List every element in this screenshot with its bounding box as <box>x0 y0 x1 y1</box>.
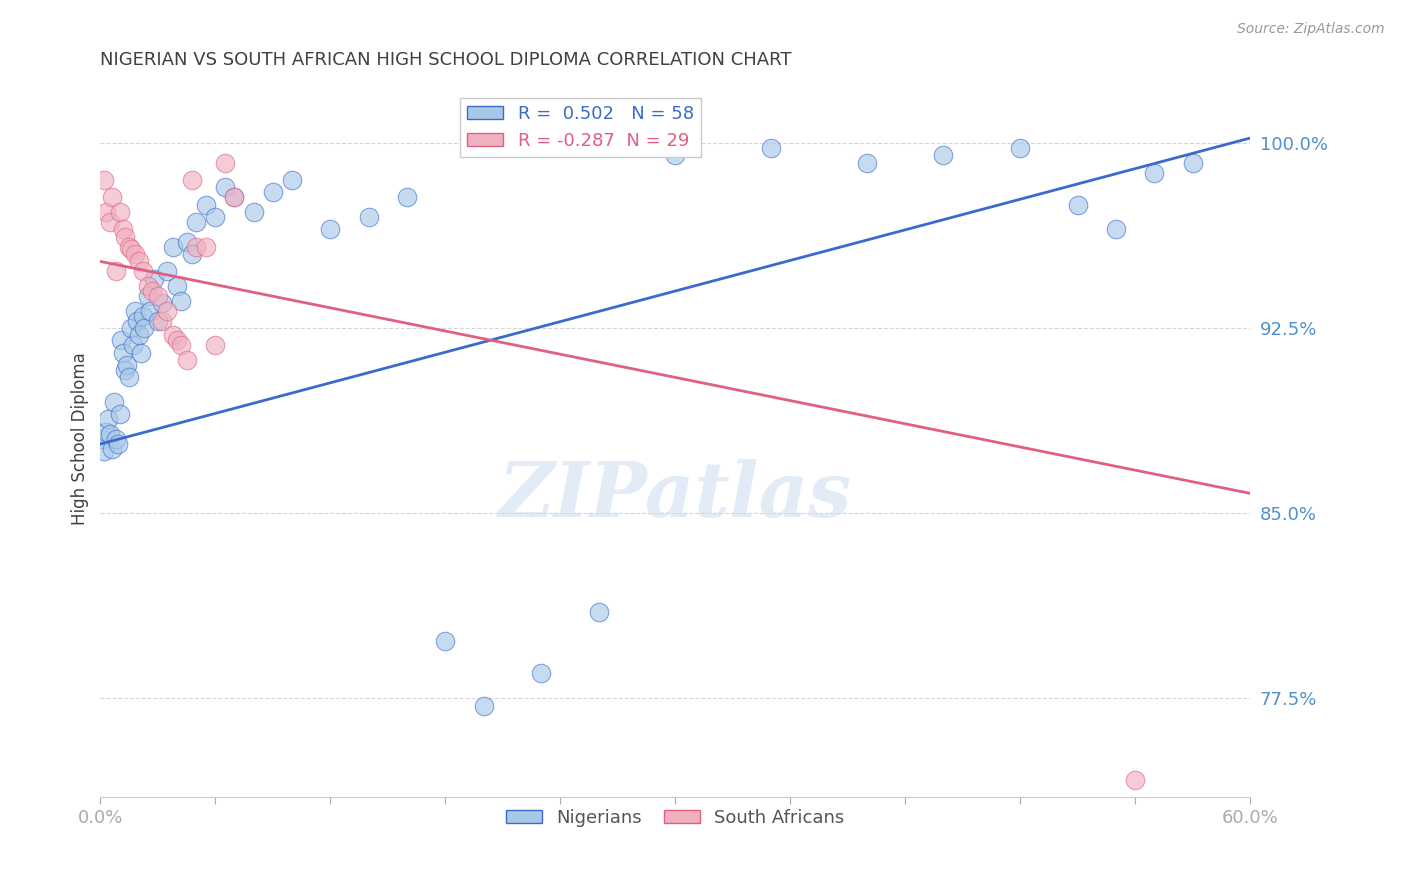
Point <box>150 313 173 327</box>
Point <box>93 444 115 458</box>
Point <box>319 222 342 236</box>
Point <box>664 148 686 162</box>
Point <box>134 321 156 335</box>
Point <box>186 215 208 229</box>
Point <box>1143 166 1166 180</box>
Point <box>186 239 208 253</box>
Point <box>194 197 217 211</box>
Legend: Nigerians, South Africans: Nigerians, South Africans <box>499 802 852 834</box>
Point <box>124 247 146 261</box>
Point <box>1066 197 1088 211</box>
Point <box>110 334 132 348</box>
Point <box>176 235 198 249</box>
Point <box>262 186 284 200</box>
Point <box>97 412 120 426</box>
Point <box>108 205 131 219</box>
Point <box>170 293 193 308</box>
Point <box>281 173 304 187</box>
Point <box>530 666 553 681</box>
Point <box>224 190 246 204</box>
Point <box>114 229 136 244</box>
Point <box>181 247 204 261</box>
Point <box>166 279 188 293</box>
Point <box>101 442 124 456</box>
Point <box>112 222 135 236</box>
Point <box>129 345 152 359</box>
Point <box>357 210 380 224</box>
Point <box>156 303 179 318</box>
Y-axis label: High School Diploma: High School Diploma <box>72 352 89 525</box>
Point <box>181 173 204 187</box>
Text: NIGERIAN VS SOUTH AFRICAN HIGH SCHOOL DIPLOMA CORRELATION CHART: NIGERIAN VS SOUTH AFRICAN HIGH SCHOOL DI… <box>100 51 792 69</box>
Point <box>128 328 150 343</box>
Point <box>141 284 163 298</box>
Point <box>204 338 226 352</box>
Point <box>759 141 782 155</box>
Point <box>395 190 418 204</box>
Point <box>108 408 131 422</box>
Point <box>118 370 141 384</box>
Point <box>131 264 153 278</box>
Point <box>194 239 217 253</box>
Point <box>146 289 169 303</box>
Point <box>162 328 184 343</box>
Point <box>214 155 236 169</box>
Point <box>588 605 610 619</box>
Text: ZIPatlas: ZIPatlas <box>499 459 852 533</box>
Point <box>932 148 955 162</box>
Point <box>122 338 145 352</box>
Point <box>107 437 129 451</box>
Point <box>118 239 141 253</box>
Point <box>434 634 457 648</box>
Point <box>136 289 159 303</box>
Point <box>204 210 226 224</box>
Point <box>1105 222 1128 236</box>
Point <box>1010 141 1032 155</box>
Point <box>1181 155 1204 169</box>
Point <box>176 353 198 368</box>
Point <box>224 190 246 204</box>
Point <box>114 363 136 377</box>
Point <box>125 313 148 327</box>
Point <box>139 303 162 318</box>
Point <box>1123 772 1146 787</box>
Point <box>98 427 121 442</box>
Point <box>124 303 146 318</box>
Point <box>214 180 236 194</box>
Point <box>98 215 121 229</box>
Point <box>91 432 114 446</box>
Point <box>94 205 117 219</box>
Point <box>146 313 169 327</box>
Point <box>94 425 117 439</box>
Point <box>136 279 159 293</box>
Point <box>131 309 153 323</box>
Point <box>115 358 138 372</box>
Text: Source: ZipAtlas.com: Source: ZipAtlas.com <box>1237 22 1385 37</box>
Point <box>104 264 127 278</box>
Point <box>120 321 142 335</box>
Point <box>242 205 264 219</box>
Point <box>166 334 188 348</box>
Point <box>170 338 193 352</box>
Point <box>120 242 142 256</box>
Point <box>128 254 150 268</box>
Point <box>855 155 877 169</box>
Point <box>150 296 173 310</box>
Point <box>112 345 135 359</box>
Point <box>472 698 495 713</box>
Point <box>156 264 179 278</box>
Point <box>103 395 125 409</box>
Point <box>143 271 166 285</box>
Point <box>104 432 127 446</box>
Point <box>162 239 184 253</box>
Point <box>93 173 115 187</box>
Point <box>101 190 124 204</box>
